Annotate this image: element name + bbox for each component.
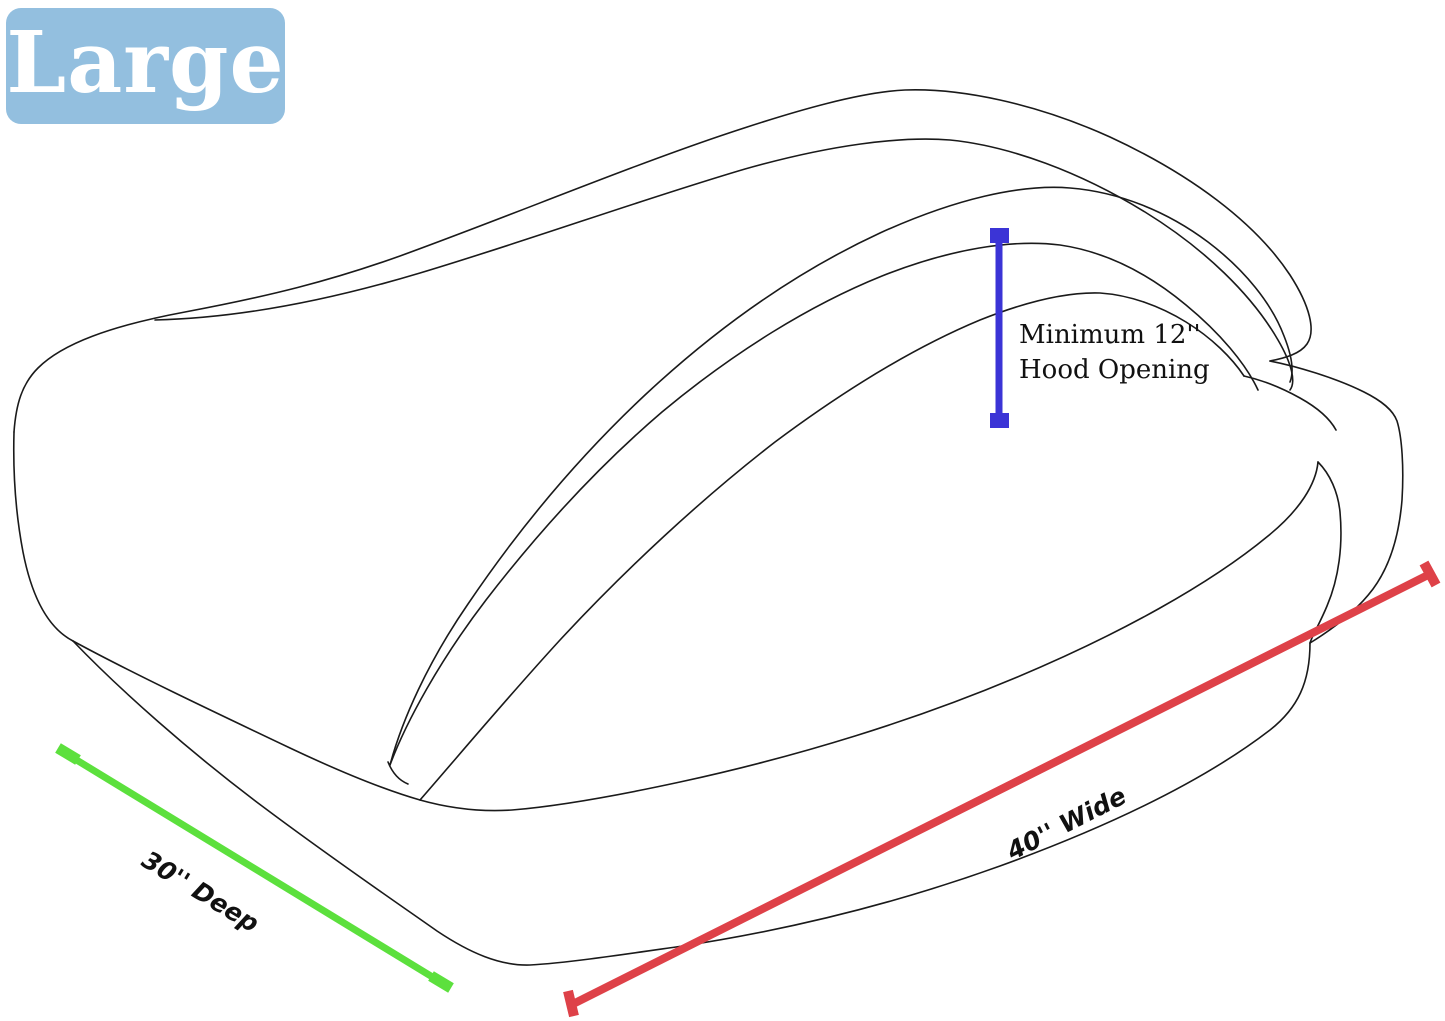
hood-opening-annotation: Minimum 12'' Hood Opening: [1019, 318, 1210, 387]
dimension-width: [563, 560, 1441, 1018]
shell-top-band: [154, 138, 1294, 391]
depth-cap-start: [55, 743, 81, 765]
base-right-lower-edge: [1309, 461, 1342, 644]
depth-cap-end: [428, 971, 454, 993]
width-cap-start: [563, 989, 579, 1018]
base-front-edge: [72, 640, 1311, 966]
size-badge: Large: [6, 8, 285, 124]
hood-opening-cap-top: [990, 228, 1009, 243]
depth-line: [68, 753, 441, 984]
dimension-hood-opening: [990, 228, 1009, 428]
front-corner-notch: [387, 761, 409, 785]
width-cap-end: [1419, 560, 1441, 588]
dimension-depth: [55, 743, 454, 993]
width-line: [573, 571, 1430, 1007]
cargo-box-outline: [12, 89, 1404, 966]
left-end-edge: [12, 431, 74, 642]
hood-opening-cap-bottom: [990, 413, 1009, 428]
right-corner-fold: [1243, 375, 1337, 431]
hood-face-ridge: [419, 292, 1245, 801]
lid-inner-ridge: [389, 242, 1259, 766]
hood-opening-annotation-line-1: Minimum 12'': [1019, 320, 1201, 350]
lid-left-ridge: [389, 186, 1293, 766]
right-end-edge: [1269, 360, 1404, 644]
hood-opening-annotation-line-2: Hood Opening: [1019, 354, 1210, 385]
shell-outer-silhouette: [13, 89, 1312, 433]
lower-seam-line: [72, 461, 1319, 812]
size-badge-label: Large: [6, 12, 285, 113]
